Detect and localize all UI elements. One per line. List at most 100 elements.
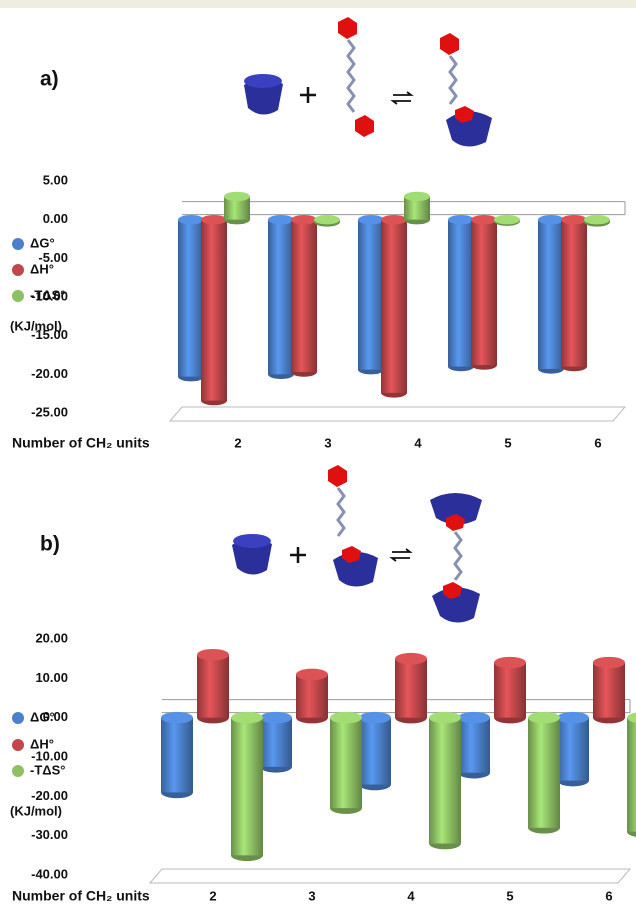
figure: a)5.000.00-5.00-10.00-15.00-20.00-25.00Δ… <box>0 0 636 909</box>
x-tick-label: 4 <box>414 435 422 450</box>
bar-cap <box>557 712 589 724</box>
bar-cap <box>296 669 328 681</box>
bar-cap <box>458 712 490 724</box>
bar-cap <box>330 712 362 724</box>
legend-label: ΔG° <box>30 709 55 724</box>
bar <box>448 215 474 371</box>
bar <box>224 192 250 225</box>
bar <box>330 712 362 814</box>
bar <box>178 215 204 381</box>
bar-cap <box>404 192 430 201</box>
bar-cap <box>528 712 560 724</box>
bar <box>268 215 294 379</box>
bar-body <box>627 718 636 832</box>
legend-label: -TΔS° <box>30 287 65 302</box>
x-tick-label: 5 <box>506 888 513 903</box>
bar-body <box>538 220 564 369</box>
floor <box>150 869 630 883</box>
y-tick-label: 20.00 <box>35 630 68 645</box>
x-tick-label: 2 <box>234 435 241 450</box>
bar-body <box>231 718 263 856</box>
bar-cap <box>178 215 204 224</box>
scheme-b <box>232 465 482 623</box>
bar-body <box>201 220 227 401</box>
bar-body <box>593 663 625 718</box>
bar-cap <box>359 712 391 724</box>
bar <box>395 653 427 724</box>
bar-body <box>528 718 560 828</box>
x-tick-label: 5 <box>504 435 511 450</box>
legend-label: ΔH° <box>30 261 54 276</box>
bar-cap <box>231 712 263 724</box>
y-tick-label: -20.00 <box>31 366 68 381</box>
bar-body <box>197 655 229 718</box>
bar-cap <box>561 215 587 224</box>
y-tick-label: -30.00 <box>31 827 68 842</box>
x-tick-label: 2 <box>209 888 216 903</box>
bar <box>314 215 340 227</box>
bar-body <box>395 659 427 718</box>
x-tick-label: 3 <box>324 435 331 450</box>
bar <box>528 712 560 834</box>
bar <box>561 215 587 371</box>
bar <box>197 649 229 723</box>
bar-cap <box>197 649 229 661</box>
panel-label: a) <box>40 68 59 91</box>
bar-cap <box>471 215 497 224</box>
bar <box>296 669 328 724</box>
y-tick-label: -25.00 <box>31 404 68 419</box>
legend-label: ΔH° <box>30 736 54 751</box>
bar <box>359 712 391 790</box>
bar-cap <box>268 215 294 224</box>
bar-body <box>359 718 391 785</box>
y-axis-label: (KJ/mol) <box>10 318 62 333</box>
bar-body <box>268 220 294 375</box>
y-tick-label: 10.00 <box>35 670 68 685</box>
bar-cap <box>429 712 461 724</box>
bar-cap <box>395 653 427 665</box>
bar-cap <box>358 215 384 224</box>
bar <box>231 712 263 861</box>
x-axis-label: Number of CH₂ units <box>12 888 150 904</box>
legend-label: -TΔS° <box>30 762 65 777</box>
bar <box>538 215 564 374</box>
y-tick-label: 0.00 <box>43 211 68 226</box>
bar <box>161 712 193 798</box>
x-tick-label: 4 <box>407 888 415 903</box>
legend-swatch <box>12 264 24 276</box>
bar-body <box>557 718 589 781</box>
bar <box>358 215 384 374</box>
legend-swatch <box>12 765 24 777</box>
bar-body <box>260 718 292 767</box>
bar-cap <box>314 215 340 224</box>
bar-cap <box>201 215 227 224</box>
y-tick-label: -40.00 <box>31 866 68 881</box>
bar-cap <box>291 215 317 224</box>
bar-body <box>429 718 461 844</box>
y-axis-label: (KJ/mol) <box>10 803 62 818</box>
bar-body <box>330 718 362 808</box>
bar <box>429 712 461 849</box>
legend-swatch <box>12 739 24 751</box>
bar-cap <box>224 192 250 201</box>
bar <box>494 657 526 724</box>
bar <box>381 215 407 398</box>
bar <box>584 215 610 227</box>
floor <box>170 407 625 421</box>
bar-body <box>161 718 193 793</box>
legend-swatch <box>12 712 24 724</box>
bar-cap <box>494 215 520 224</box>
bar <box>593 657 625 724</box>
bar <box>260 712 292 773</box>
bar-body <box>494 663 526 718</box>
x-tick-label: 6 <box>605 888 612 903</box>
bar-body <box>358 220 384 370</box>
bar-body <box>291 220 317 372</box>
bar-cap <box>381 215 407 224</box>
bar-cap <box>161 712 193 724</box>
bar-body <box>381 220 407 393</box>
bar-body <box>471 220 497 365</box>
bar <box>557 712 589 786</box>
x-tick-label: 3 <box>308 888 315 903</box>
bar-body <box>458 718 490 773</box>
